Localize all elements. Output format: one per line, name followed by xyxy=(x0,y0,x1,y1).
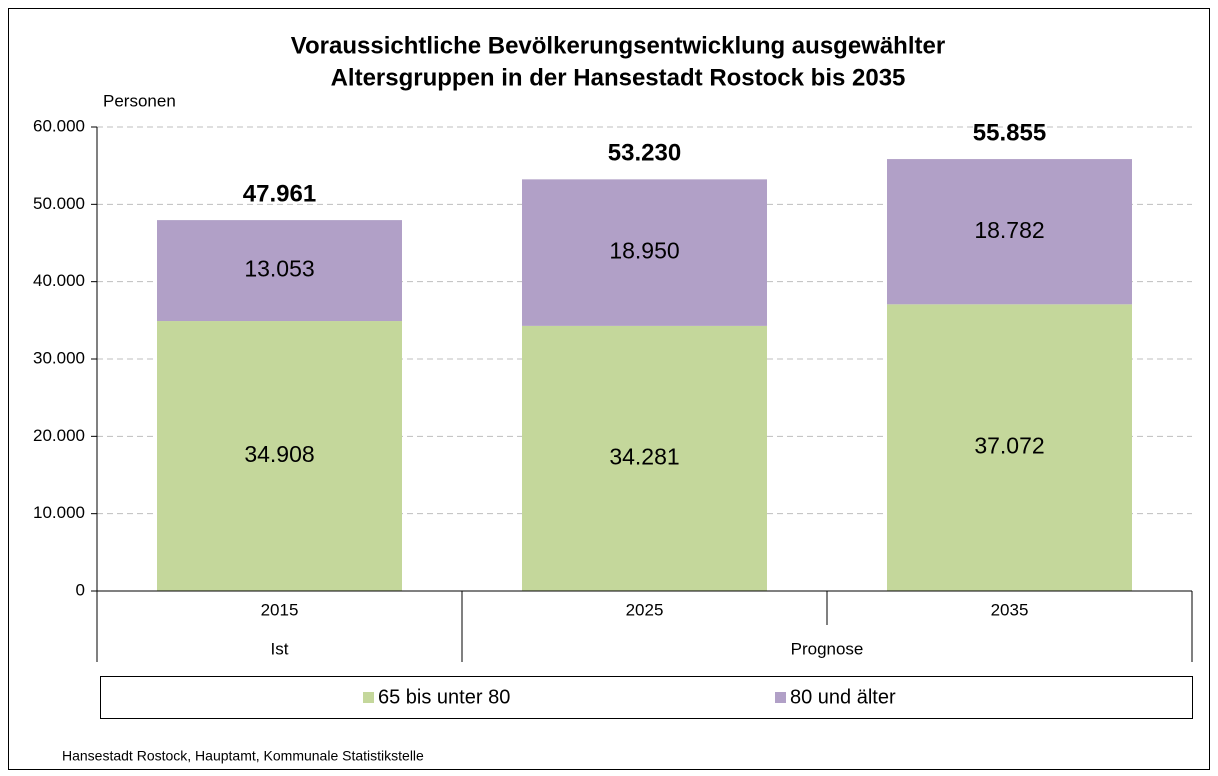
y-tick-label: 60.000 xyxy=(33,116,85,135)
total-label: 53.230 xyxy=(608,140,681,167)
legend-swatch xyxy=(775,692,786,703)
group-label: Ist xyxy=(271,639,289,658)
data-label: 18.782 xyxy=(974,217,1044,243)
bar-segment xyxy=(887,159,1132,305)
group-label: Prognose xyxy=(791,639,864,658)
bar-segment xyxy=(522,179,767,326)
bar-segment xyxy=(157,220,402,322)
data-label: 13.053 xyxy=(244,256,314,282)
source: Hansestadt Rostock, Hauptamt, Kommunale … xyxy=(62,748,424,764)
data-label: 18.950 xyxy=(609,238,679,264)
chart-title: Voraussichtliche Bevölkerungsentwicklung… xyxy=(291,32,945,59)
y-tick-label: 0 xyxy=(76,580,85,599)
chart-title: Altersgruppen in der Hansestadt Rostock … xyxy=(331,64,906,91)
data-label: 34.908 xyxy=(244,441,314,467)
data-label: 34.281 xyxy=(609,444,679,470)
total-label: 55.855 xyxy=(973,119,1046,146)
legend-swatch xyxy=(363,692,374,703)
y-tick-label: 20.000 xyxy=(33,426,85,445)
legend-box xyxy=(100,676,1193,719)
data-label: 37.072 xyxy=(974,433,1044,459)
legend-label: 80 und älter xyxy=(790,686,896,708)
y-tick-label: 30.000 xyxy=(33,348,85,367)
y-tick-label: 40.000 xyxy=(33,271,85,290)
x-tick-label: 2025 xyxy=(626,600,664,619)
x-tick-label: 2035 xyxy=(991,600,1029,619)
y-tick-label: 50.000 xyxy=(33,194,85,213)
legend-label: 65 bis unter 80 xyxy=(378,686,510,708)
bar-segment xyxy=(887,304,1132,591)
x-tick-label: 2015 xyxy=(261,600,299,619)
y-tick-label: 10.000 xyxy=(33,503,85,522)
y-axis-label: Personen xyxy=(103,91,176,110)
bar-segment xyxy=(522,325,767,591)
total-label: 47.961 xyxy=(243,180,316,207)
bar-segment xyxy=(157,321,402,591)
